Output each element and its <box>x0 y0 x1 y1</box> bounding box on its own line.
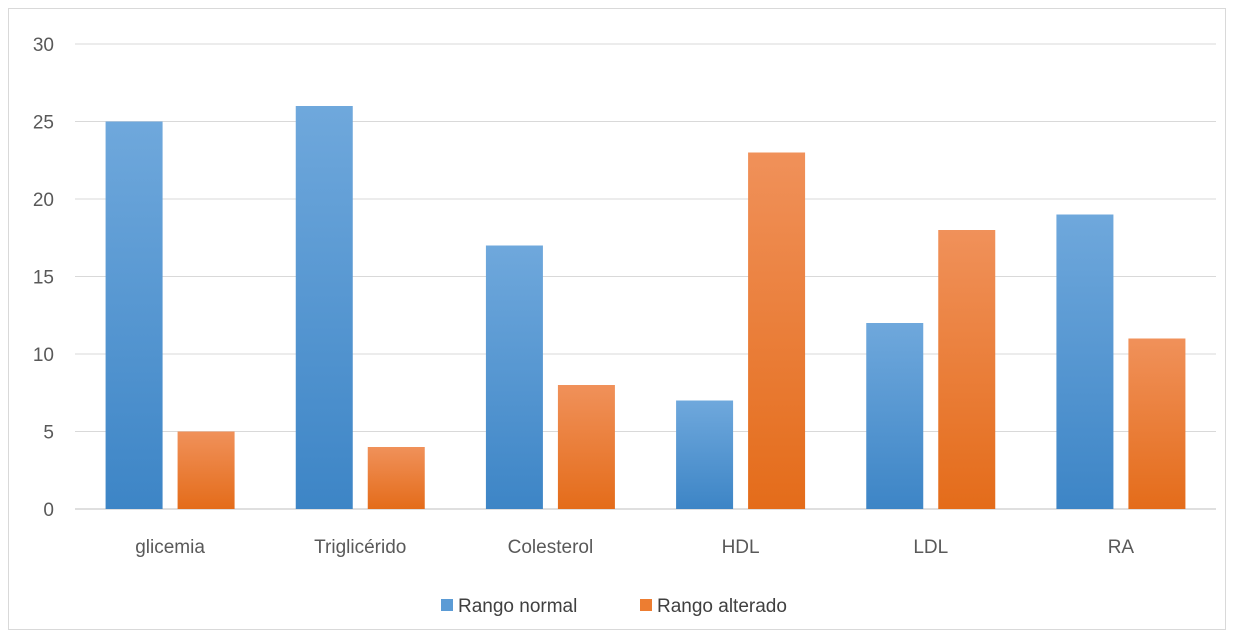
bar-glicemia-series-1 <box>105 121 163 509</box>
legend-swatch <box>640 599 652 611</box>
y-tick-label: 20 <box>33 190 54 211</box>
bar-hdl-series-1 <box>676 400 734 509</box>
bar-triglic-rido-series-1 <box>295 106 353 509</box>
bar-triglic-rido-series-2 <box>367 447 425 509</box>
chart-frame: 0 5 10 15 20 25 30 glicemia Triglicérido Coleste… <box>8 8 1226 630</box>
y-tick-label: 25 <box>33 113 54 134</box>
gridlines <box>75 43 1216 510</box>
y-tick-label: 15 <box>33 268 54 289</box>
x-tick-label: HDL <box>722 537 760 558</box>
bar-ra-series-1 <box>1056 214 1114 509</box>
x-tick-label: LDL <box>913 537 948 558</box>
y-tick-label: 10 <box>33 345 54 366</box>
bar-glicemia-series-2 <box>177 431 235 509</box>
y-axis-ticks: 0 5 10 15 20 25 30 <box>33 35 54 521</box>
bar-hdl-series-2 <box>748 152 806 509</box>
legend: Rango normal Rango alterado <box>441 596 787 617</box>
legend-label: Rango normal <box>458 596 577 617</box>
bar-colesterol-series-1 <box>485 245 543 509</box>
bar-chart: 0 5 10 15 20 25 30 glicemia Triglicérido Coleste… <box>33 35 1216 617</box>
bars <box>105 106 1186 509</box>
y-tick-label: 5 <box>43 423 54 444</box>
bar-ldl-series-1 <box>866 323 924 509</box>
legend-swatch <box>441 599 453 611</box>
legend-label: Rango alterado <box>657 596 787 617</box>
y-tick-label: 30 <box>33 35 54 56</box>
x-tick-label: RA <box>1108 537 1135 558</box>
bar-ra-series-2 <box>1128 338 1186 509</box>
y-tick-label: 0 <box>43 500 54 521</box>
x-tick-label: glicemia <box>135 537 205 558</box>
x-tick-label: Triglicérido <box>314 537 406 558</box>
bar-ldl-series-2 <box>938 230 996 509</box>
x-axis-ticks: glicemia Triglicérido Colesterol HDL LDL RA <box>135 537 1134 558</box>
bar-colesterol-series-2 <box>557 385 615 509</box>
x-tick-label: Colesterol <box>508 537 594 558</box>
